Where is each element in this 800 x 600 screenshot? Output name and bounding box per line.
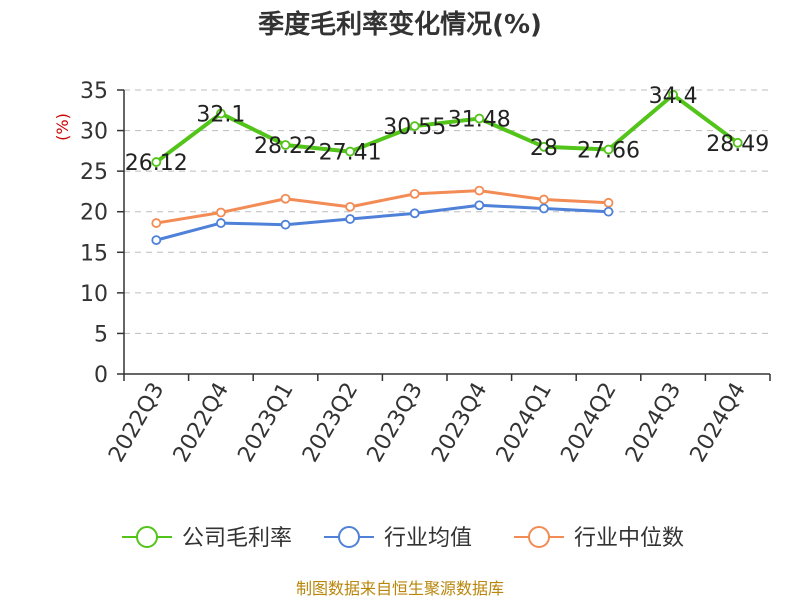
legend-marker	[528, 526, 550, 548]
x-tick-label: 2023Q1	[233, 379, 298, 467]
data-point	[345, 201, 356, 212]
y-tick-label: 0	[94, 363, 108, 388]
y-tick-label: 30	[80, 120, 108, 145]
data-label: 27.41	[319, 141, 382, 166]
series-line	[156, 189, 609, 225]
data-label: 30.55	[383, 115, 446, 140]
data-label: 28.22	[254, 134, 317, 159]
data-point	[345, 214, 356, 224]
series	[151, 89, 743, 246]
data-point	[280, 193, 291, 204]
y-tick-label: 5	[94, 322, 108, 347]
data-point	[151, 235, 162, 246]
x-tick-label: 2022Q4	[169, 379, 234, 467]
data-point	[409, 121, 420, 132]
x-tick-label: 2023Q3	[363, 379, 428, 467]
chart-title: 季度毛利率变化情况(%)	[258, 9, 542, 40]
data-label: 32.1	[196, 103, 245, 128]
data-point	[603, 206, 614, 217]
data-point	[151, 218, 162, 228]
x-tick-label: 2022Q3	[104, 379, 169, 467]
data-point	[474, 185, 485, 196]
data-point	[539, 203, 549, 214]
data-point	[732, 137, 743, 148]
y-tick-label: 10	[80, 282, 108, 307]
x-tick-label: 2024Q1	[492, 379, 557, 467]
legend-label: 行业中位数	[574, 526, 684, 551]
legend-marker	[136, 526, 158, 548]
data-label: 34.4	[649, 84, 698, 109]
data-label: 28.49	[706, 132, 769, 157]
data-point	[345, 146, 356, 157]
data-label: 31.48	[448, 108, 511, 133]
data-point	[151, 157, 162, 167]
y-tick-label: 20	[80, 201, 108, 226]
data-point	[539, 141, 549, 152]
y-tick-label: 15	[80, 241, 108, 266]
y-tick-label: 35	[80, 79, 108, 104]
data-point	[474, 113, 485, 124]
x-tick-label: 2024Q4	[686, 379, 751, 467]
legend-label: 公司毛利率	[182, 526, 292, 551]
data-label: 28	[530, 136, 558, 161]
data-point	[280, 140, 291, 150]
data-point	[215, 207, 226, 218]
data-point	[603, 197, 614, 208]
x-tick-label: 2024Q3	[621, 379, 686, 467]
grid	[124, 89, 770, 334]
data-point	[539, 194, 549, 205]
y-tick-label: 25	[80, 160, 108, 185]
data-point	[280, 219, 291, 230]
x-tick-label: 2023Q4	[427, 379, 492, 467]
series-line	[155, 203, 609, 242]
legend-label: 行业均值	[384, 526, 472, 551]
data-point	[603, 144, 614, 155]
data-point	[215, 218, 226, 228]
series-line	[155, 92, 739, 164]
legend-marker	[338, 526, 360, 548]
data-point	[409, 188, 420, 199]
y-axis-label: (%)	[53, 113, 72, 141]
x-tick-label: 2024Q2	[556, 379, 621, 467]
data-point	[215, 108, 226, 119]
data-point	[668, 89, 678, 100]
data-point	[409, 208, 420, 219]
data-point	[474, 200, 485, 211]
data-label: 26.12	[125, 151, 188, 176]
legend: 公司毛利率 行业均值 行业中位数	[122, 526, 684, 551]
source-note: 制图数据来自恒生聚源数据库	[296, 579, 504, 598]
data-label: 27.66	[577, 139, 640, 164]
x-tick-label: 2023Q2	[298, 379, 363, 467]
